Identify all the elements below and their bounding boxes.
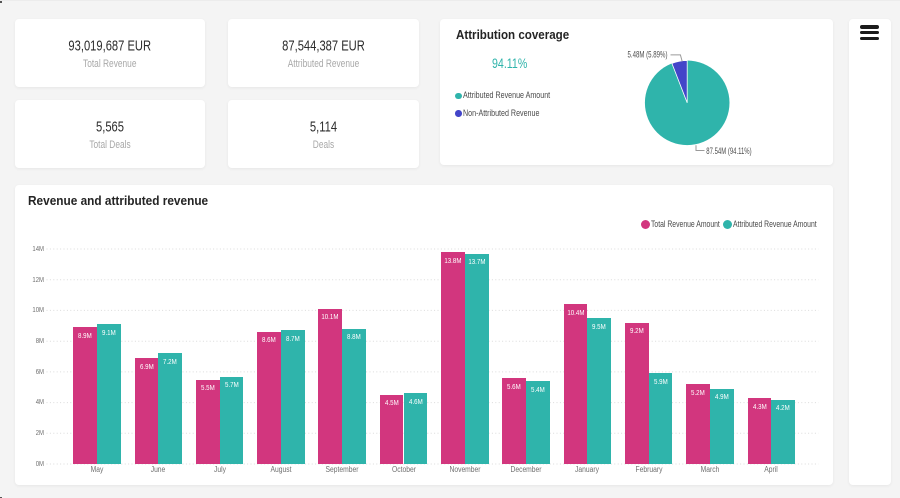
svg-text:5.48M (5.89%): 5.48M (5.89%) <box>627 50 667 60</box>
svg-text:87.54M (94.11%): 87.54M (94.11%) <box>706 146 751 156</box>
